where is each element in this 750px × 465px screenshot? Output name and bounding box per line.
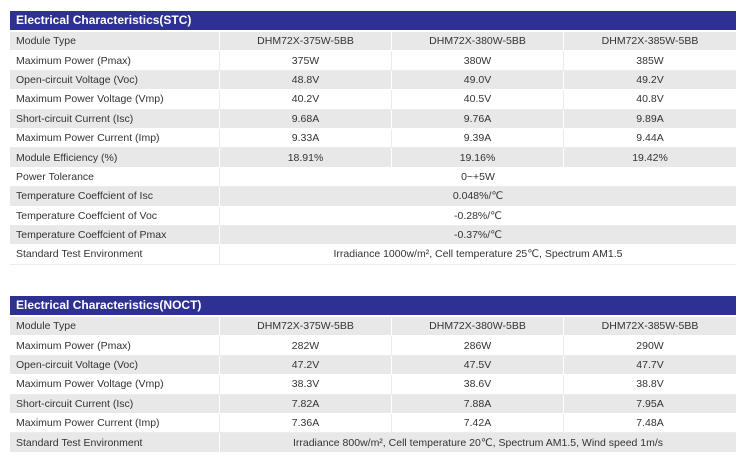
table-row: Module Efficiency (%) 18.91% 19.16% 19.4… [10,148,736,168]
table-row: Standard Test Environment Irradiance 100… [10,245,736,265]
cell-value: 7.88A [392,394,564,414]
cell-value: 49.0V [392,70,564,91]
row-label: Short-circuit Current (Isc) [10,109,220,129]
row-label: Module Type [10,32,220,52]
cell-value: 7.95A [564,394,736,414]
cell-value: 47.2V [220,355,392,376]
merged-cell-value: 0.048%/℃ [220,187,736,207]
row-label: Temperature Coeffcient of Voc [10,206,220,226]
cell-value: 9.76A [392,109,564,129]
cell-value: 9.33A [220,128,392,149]
cell-value: 18.91% [220,148,392,168]
cell-value: 40.8V [564,90,736,110]
cell-value: 7.36A [220,413,392,434]
table-row: Maximum Power (Pmax) 375W 380W 385W [10,51,736,71]
merged-cell-value: -0.37%/℃ [220,225,736,246]
cell-value: DHM72X-375W-5BB [220,32,392,52]
cell-value: 9.39A [392,128,564,149]
cell-value: 38.6V [392,375,564,395]
row-label: Maximum Power Current (Imp) [10,128,220,149]
cell-value: 7.82A [220,394,392,414]
cell-value: 7.42A [392,413,564,434]
cell-value: DHM72X-380W-5BB [392,317,564,337]
cell-value: 49.2V [564,70,736,91]
noct-section-title: Electrical Characteristics(NOCT) [10,296,736,315]
cell-value: 7.48A [564,413,736,434]
table-row: Maximum Power Voltage (Vmp) 38.3V 38.6V … [10,375,736,395]
cell-value: 48.8V [220,70,392,91]
row-label: Module Type [10,317,220,337]
cell-value: DHM72X-385W-5BB [564,32,736,52]
row-label: Maximum Power (Pmax) [10,51,220,71]
cell-value: 286W [392,336,564,356]
row-label: Standard Test Environment [10,245,220,265]
noct-table: Module Type DHM72X-375W-5BB DHM72X-380W-… [10,317,736,453]
table-row: Temperature Coeffcient of Isc 0.048%/℃ [10,187,736,207]
cell-value: 40.5V [392,90,564,110]
row-label: Short-circuit Current (Isc) [10,394,220,414]
table-row: Open-circuit Voltage (Voc) 47.2V 47.5V 4… [10,355,736,376]
row-label: Maximum Power (Pmax) [10,336,220,356]
merged-cell-value: Irradiance 800w/m², Cell temperature 20℃… [220,433,736,453]
cell-value: DHM72X-380W-5BB [392,32,564,52]
noct-section: Electrical Characteristics(NOCT) Module … [10,296,736,453]
merged-cell-value: -0.28%/℃ [220,206,736,226]
cell-value: 380W [392,51,564,71]
row-label: Open-circuit Voltage (Voc) [10,70,220,91]
cell-value: 9.68A [220,109,392,129]
cell-value: 19.16% [392,148,564,168]
table-row: Temperature Coeffcient of Pmax -0.37%/℃ [10,225,736,246]
row-label: Module Efficiency (%) [10,148,220,168]
cell-value: 290W [564,336,736,356]
row-label: Maximum Power Current (Imp) [10,413,220,434]
merged-cell-value: 0~+5W [220,167,736,188]
cell-value: DHM72X-375W-5BB [220,317,392,337]
cell-value: 38.3V [220,375,392,395]
row-label: Maximum Power Voltage (Vmp) [10,90,220,110]
cell-value: 38.8V [564,375,736,395]
cell-value: 47.5V [392,355,564,376]
merged-cell-value: Irradiance 1000w/m², Cell temperature 25… [220,245,736,265]
row-label: Standard Test Environment [10,433,220,453]
table-row: Short-circuit Current (Isc) 7.82A 7.88A … [10,394,736,414]
cell-value: 385W [564,51,736,71]
table-row: Temperature Coeffcient of Voc -0.28%/℃ [10,206,736,226]
cell-value: DHM72X-385W-5BB [564,317,736,337]
table-row: Short-circuit Current (Isc) 9.68A 9.76A … [10,109,736,129]
table-row: Open-circuit Voltage (Voc) 48.8V 49.0V 4… [10,70,736,91]
table-row: Maximum Power Current (Imp) 9.33A 9.39A … [10,128,736,149]
row-label: Maximum Power Voltage (Vmp) [10,375,220,395]
row-label: Open-circuit Voltage (Voc) [10,355,220,376]
cell-value: 9.89A [564,109,736,129]
cell-value: 9.44A [564,128,736,149]
cell-value: 47.7V [564,355,736,376]
table-row: Maximum Power Current (Imp) 7.36A 7.42A … [10,413,736,434]
table-row: Standard Test Environment Irradiance 800… [10,433,736,453]
table-row: Module Type DHM72X-375W-5BB DHM72X-380W-… [10,32,736,52]
cell-value: 19.42% [564,148,736,168]
row-label: Temperature Coeffcient of Pmax [10,225,220,246]
cell-value: 40.2V [220,90,392,110]
table-row: Maximum Power (Pmax) 282W 286W 290W [10,336,736,356]
stc-section-title: Electrical Characteristics(STC) [10,11,736,30]
cell-value: 282W [220,336,392,356]
row-label: Temperature Coeffcient of Isc [10,187,220,207]
row-label: Power Tolerance [10,167,220,188]
stc-section: Electrical Characteristics(STC) Module T… [10,11,736,265]
stc-table: Module Type DHM72X-375W-5BB DHM72X-380W-… [10,32,736,265]
table-row: Module Type DHM72X-375W-5BB DHM72X-380W-… [10,317,736,337]
table-row: Power Tolerance 0~+5W [10,167,736,188]
table-row: Maximum Power Voltage (Vmp) 40.2V 40.5V … [10,90,736,110]
cell-value: 375W [220,51,392,71]
